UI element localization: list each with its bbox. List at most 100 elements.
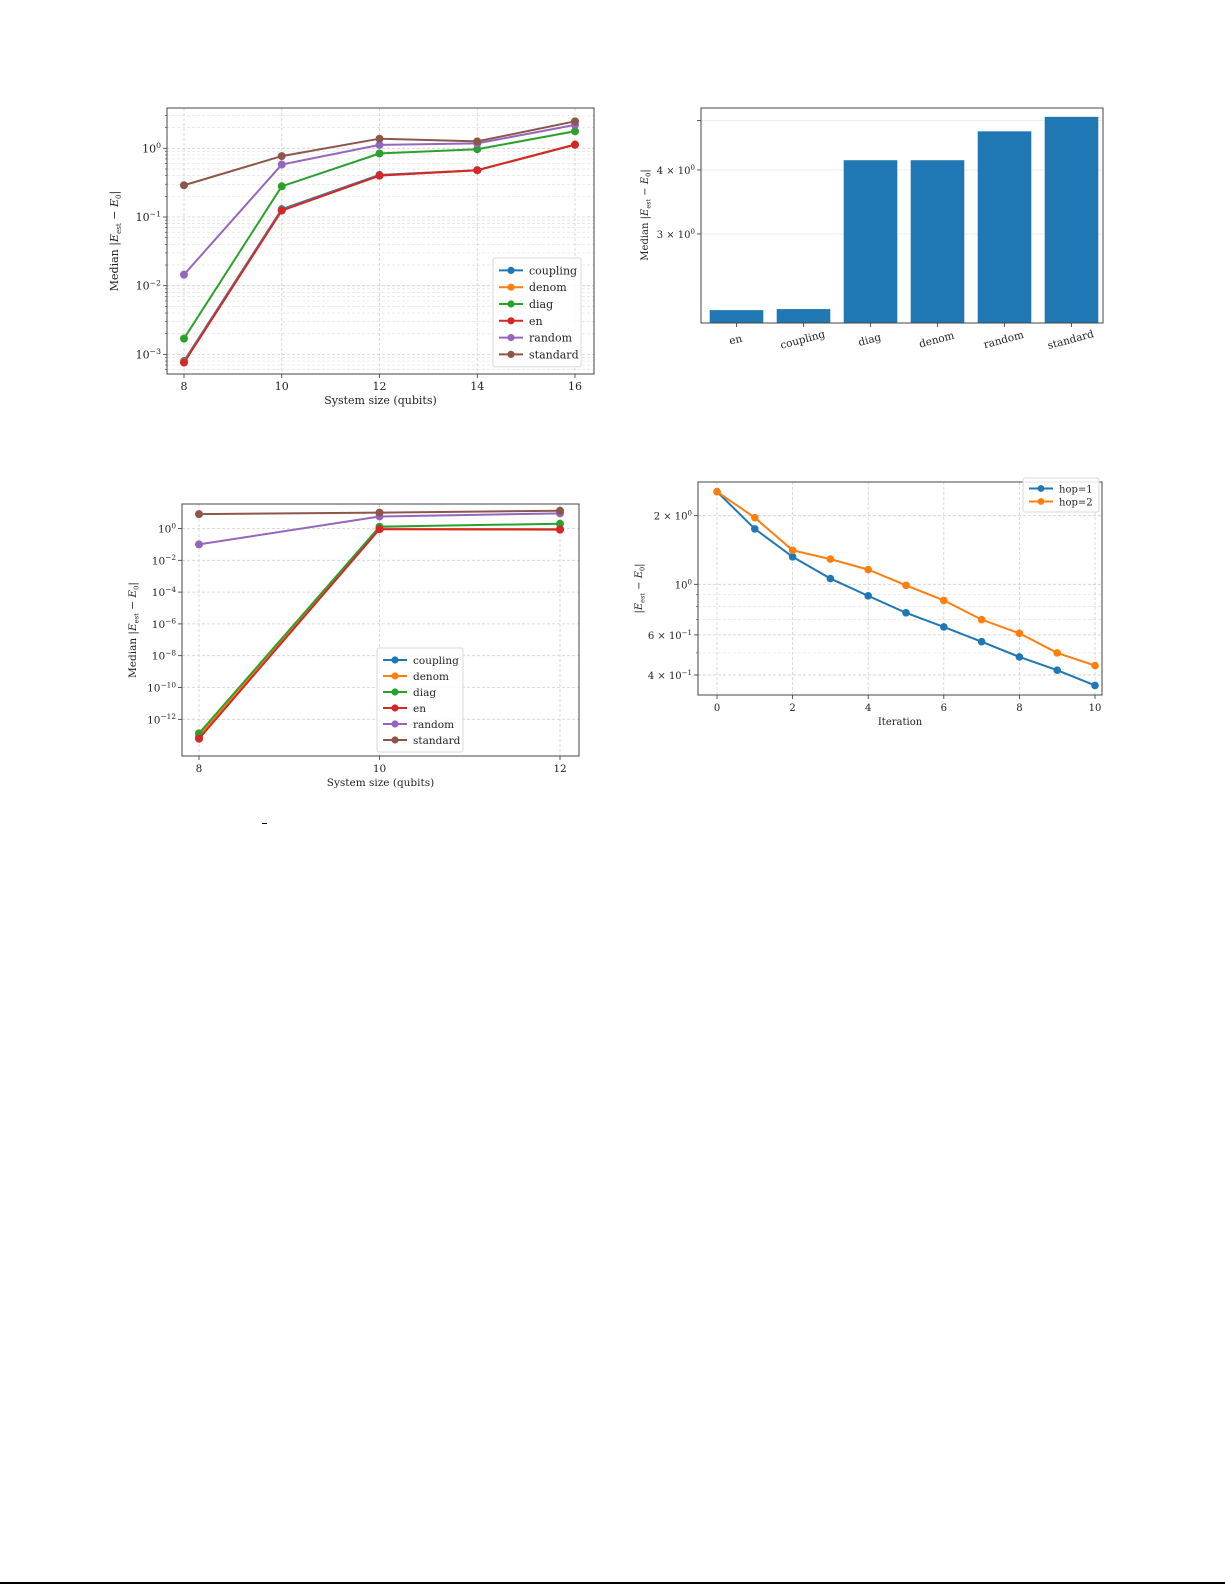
legend-entry-diag: diag	[529, 298, 553, 311]
tick-label: 2 × 100	[654, 510, 692, 523]
x-tick-label: denom	[918, 330, 956, 351]
data-point	[902, 608, 910, 617]
data-point	[864, 592, 872, 600]
tick-label: 10−4	[152, 585, 177, 599]
data-point	[195, 510, 203, 519]
bar-diag	[843, 160, 898, 323]
bar-en	[709, 310, 764, 323]
legend: coupling denom diag en random standard	[376, 647, 464, 753]
y-axis-label: |Eest − E0|	[634, 563, 647, 613]
x-tick-label: en	[728, 333, 744, 348]
tick-label: 3 × 100	[657, 228, 695, 241]
y-axis-label: Median |Eest − E0|	[108, 191, 123, 292]
tick-label: 10−12	[147, 712, 176, 726]
tick-label: 10−6	[152, 617, 177, 631]
chart-top-left: 100 10−1 10−2 10−3 8 10 12 14 16 System size (qub…	[100, 95, 600, 415]
tick-label: 4 × 10−1	[648, 669, 692, 682]
legend: hop=1 hop=2	[1022, 477, 1100, 513]
tick-label: 4 × 100	[657, 164, 695, 177]
tick-label: 10−3	[136, 347, 161, 361]
x-tick-label: 12	[553, 763, 566, 775]
data-point	[713, 487, 721, 496]
data-point	[556, 506, 564, 515]
data-point	[1091, 681, 1099, 690]
x-tick-label: 10	[275, 380, 289, 393]
data-point	[277, 182, 286, 191]
data-point	[375, 525, 384, 534]
x-tick-label: 10	[373, 763, 386, 775]
line-chart-error-vs-size: 100 10−1 10−2 10−3 8 10 12 14 16 System size (qub…	[108, 107, 595, 407]
data-point	[940, 596, 948, 605]
x-tick-label: 6	[941, 703, 947, 714]
plot-frame	[181, 503, 580, 757]
x-tick-label: 16	[568, 380, 582, 393]
page-bottom-rule	[0, 1582, 1225, 1584]
data-point	[902, 581, 910, 590]
data-point	[195, 540, 203, 549]
x-tick-label: 8	[181, 380, 188, 393]
x-tick-label: 0	[714, 703, 720, 714]
chart-bottom-left: 100 10−2 10−4 10−6 10−8 10−10 10−12 8 10 12 System…	[110, 485, 600, 795]
legend-entry-diag: diag	[413, 687, 436, 699]
x-tick-label: standard	[1046, 328, 1095, 352]
tick-label: 10−2	[152, 553, 176, 567]
legend-entry-en: en	[413, 703, 426, 715]
data-point	[375, 140, 384, 149]
bar-coupling	[776, 309, 831, 323]
data-point	[864, 565, 872, 574]
data-point	[375, 508, 384, 517]
data-point	[977, 637, 986, 646]
data-point	[375, 134, 384, 143]
legend-entry-denom: denom	[529, 281, 567, 294]
legend-entry-en: en	[529, 315, 543, 328]
bar-standard	[1044, 116, 1099, 323]
tick-label: 10−2	[136, 278, 161, 292]
legend-entry-standard: standard	[529, 348, 579, 361]
data-point	[375, 171, 384, 180]
data-point	[473, 145, 482, 154]
bar-random	[977, 131, 1032, 323]
data-point	[556, 519, 564, 528]
data-point	[375, 149, 384, 158]
x-tick-label: 14	[470, 380, 484, 393]
x-tick-label: 2	[789, 703, 795, 714]
tick-label: 10−8	[152, 649, 177, 663]
bar-denom	[910, 160, 965, 323]
legend-entry-coupling: coupling	[529, 264, 577, 277]
data-point	[826, 574, 835, 583]
plot-frame	[166, 107, 595, 375]
data-point	[277, 152, 286, 161]
tick-label: 100	[675, 578, 692, 591]
line-chart-error-vs-size-small: 100 10−2 10−4 10−6 10−8 10−10 10−12 8 10 12 System…	[127, 503, 580, 789]
legend-entry-coupling: coupling	[413, 655, 459, 667]
x-axis-label: Iteration	[878, 717, 923, 728]
x-tick-label: coupling	[779, 328, 827, 352]
data-point	[195, 734, 203, 743]
data-point	[1091, 661, 1099, 670]
data-point	[180, 181, 188, 190]
data-point	[788, 546, 797, 555]
series-line-hop=2	[716, 490, 1096, 667]
data-point	[1015, 629, 1024, 638]
legend: coupling denom diag en random standard	[492, 257, 582, 368]
chart-bottom-right: 2 × 100 100 6 × 10−1 4 × 10−1 0 2 4 6 8 10 Iterati…	[620, 470, 1120, 730]
plot-frame	[700, 107, 1104, 324]
y-axis-label: Median |Eest − E0|	[640, 169, 653, 260]
data-point	[180, 334, 188, 343]
stray-mark	[262, 823, 267, 824]
x-tick-label: 4	[865, 703, 871, 714]
data-point	[751, 513, 759, 522]
data-point	[751, 525, 759, 533]
line-chart-error-vs-iteration: 2 × 100 100 6 × 10−1 4 × 10−1 0 2 4 6 8 10 Iterati…	[634, 477, 1103, 728]
legend-entry-random: random	[413, 719, 454, 731]
data-point	[940, 623, 948, 631]
tick-label: 100	[158, 521, 176, 535]
data-point	[1015, 653, 1024, 661]
y-axis-label: Median |Eest − E0|	[127, 582, 141, 678]
data-point	[788, 553, 797, 561]
plot-frame	[697, 481, 1103, 696]
x-tick-label: 10	[1089, 703, 1102, 714]
x-tick-label: random	[982, 329, 1025, 351]
x-tick-label: 8	[196, 763, 203, 775]
data-point	[277, 160, 286, 169]
